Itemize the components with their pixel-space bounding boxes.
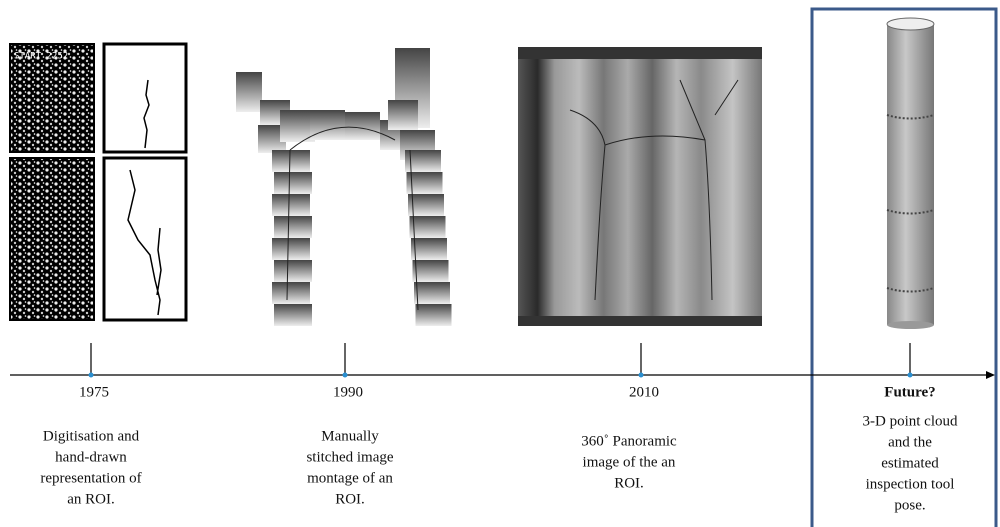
montage-tile <box>345 112 380 140</box>
event-description: Digitisation and <box>43 428 140 444</box>
event-description: image of the an <box>583 454 676 470</box>
event-description: 3-D point cloud <box>863 413 958 429</box>
event-description: hand-drawn <box>55 449 127 465</box>
event-description: an ROI. <box>67 491 115 507</box>
image-1975: START 2252 <box>10 44 186 320</box>
event-description: representation of <box>40 470 141 486</box>
image-2010 <box>518 47 762 326</box>
montage-tile <box>272 150 310 172</box>
montage-tile <box>416 304 452 326</box>
montage-tile <box>274 260 312 282</box>
montage-tile <box>388 100 418 130</box>
montage-tile <box>410 216 446 238</box>
event-year: 2010 <box>629 384 659 400</box>
montage-tile <box>236 72 262 112</box>
montage-tile <box>274 216 312 238</box>
montage-tile <box>413 260 449 282</box>
image-future <box>887 18 934 329</box>
event-year: 1990 <box>333 384 363 400</box>
event-description: pose. <box>894 497 925 513</box>
image-caption: START 2252 <box>14 52 68 62</box>
tick-dot <box>343 373 348 378</box>
tick-dot <box>89 373 94 378</box>
image-1990 <box>236 48 452 326</box>
montage-tile <box>414 282 450 304</box>
event-description: estimated <box>881 455 939 471</box>
montage-tile <box>272 194 310 216</box>
event-description: stitched image <box>306 449 393 465</box>
event-description: montage of an <box>307 470 393 486</box>
event-description: ROI. <box>335 491 365 507</box>
montage-tile <box>274 172 312 194</box>
axis-arrow <box>986 371 995 379</box>
montage-tile <box>411 238 447 260</box>
event-description: 360˚ Panoramic <box>581 433 677 449</box>
timeline-diagram: START 2252 1975 Digitisation and hand-draw… <box>0 0 1000 527</box>
montage-tile <box>272 238 310 260</box>
montage-tile <box>274 304 312 326</box>
event-description: Manually <box>321 428 379 444</box>
event-description: ROI. <box>614 475 644 491</box>
montage-tile <box>272 282 310 304</box>
event-description: and the <box>888 434 932 450</box>
event-year: 1975 <box>79 384 109 400</box>
event-year: Future? <box>884 384 935 400</box>
event-description: inspection tool <box>866 476 955 492</box>
tick-dot <box>639 373 644 378</box>
tick-dot <box>908 373 913 378</box>
montage-tile <box>310 110 345 140</box>
